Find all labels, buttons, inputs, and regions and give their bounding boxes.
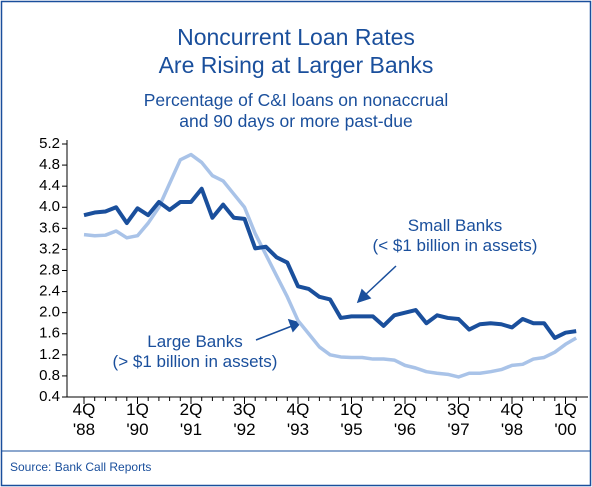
y-tick-label: 5.2 [39,135,60,152]
y-tick-label: 4.0 [39,198,60,215]
y-tick-label: 0.4 [39,388,60,405]
x-tick-label: 1Q '90 [126,400,149,440]
arrow-line [255,325,293,341]
x-tick-label: 2Q '91 [179,400,203,440]
y-tick-label: 0.8 [39,367,60,384]
y-tick-label: 1.2 [39,346,60,363]
arrow-head [287,318,302,333]
y-tick-label: 3.6 [39,219,60,236]
series-line [83,152,578,379]
y-tick-label: 2.0 [39,304,60,321]
arrow-head [356,288,372,304]
y-tick-label: 2.4 [39,283,60,300]
x-tick-label: 4Q '98 [500,400,524,440]
source-note: Source: Bank Call Reports [10,460,152,474]
y-tick-label: 2.8 [39,261,60,278]
legend-label: Small Banks (< $1 billion in assets) [372,216,538,256]
arrow-line [363,265,397,297]
x-tick-label: 2Q '96 [393,400,417,440]
legend-label: Large Banks (> $1 billion in assets) [112,332,278,372]
x-tick-label: 4Q '93 [286,400,310,440]
y-tick-label: 1.6 [39,325,60,342]
x-tick-label: 3Q '92 [233,400,256,440]
y-tick-label: 3.2 [39,240,60,257]
chart-title: Noncurrent Loan Rates Are Rising at Larg… [158,24,434,78]
annotation-arrows [255,265,397,341]
x-tick-label: 3Q '97 [447,400,470,440]
chart-subtitle: Percentage of C&I loans on nonaccrual an… [143,90,449,131]
x-tick-label: 1Q '95 [340,400,363,440]
y-tick-label: 4.8 [39,156,60,173]
series-line [83,186,577,340]
x-tick-label: 4Q '88 [72,400,96,440]
x-tick-label: 1Q '00 [554,400,577,440]
y-tick-label: 4.4 [39,177,60,194]
